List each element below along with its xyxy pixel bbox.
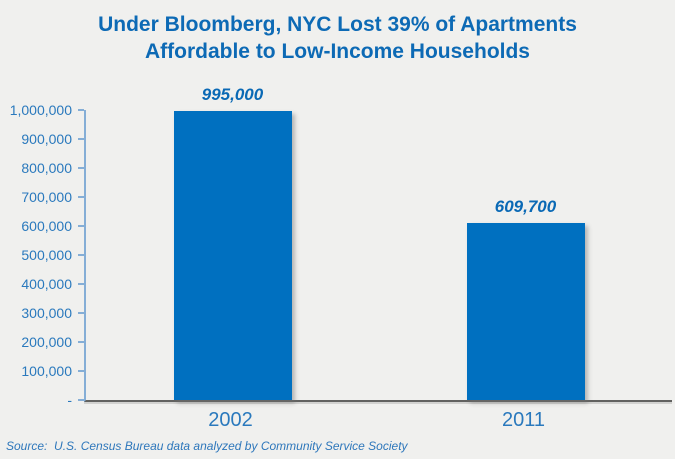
y-tick-label: 1,000,000 [9, 102, 72, 118]
y-tick-label: 500,000 [21, 247, 72, 263]
y-tick-mark [78, 225, 84, 227]
x-axis-shadow [84, 402, 672, 404]
y-tick-label: 700,000 [21, 189, 72, 205]
y-tick-label: 600,000 [21, 218, 72, 234]
y-tick-mark [78, 138, 84, 140]
chart-title-line-2: Affordable to Low-Income Households [144, 40, 530, 63]
y-tick-label: 300,000 [21, 305, 72, 321]
x-category-label: 2011 [501, 409, 545, 431]
y-tick-mark [78, 196, 84, 198]
bar-value-label: 609,700 [494, 197, 557, 217]
y-tick-label: - [67, 392, 72, 408]
y-tick-label: 100,000 [21, 363, 72, 379]
y-tick-label: 200,000 [21, 334, 72, 350]
chart-title-line-1: Under Bloomberg, NYC Lost 39% of Apartme… [98, 13, 577, 36]
y-tick-mark [78, 341, 84, 343]
y-tick-mark [78, 109, 84, 111]
y-tick-mark [78, 370, 84, 372]
y-tick-mark [78, 167, 84, 169]
y-tick-mark [78, 283, 84, 285]
bar-2011 [466, 223, 585, 400]
plot-area: - 100,000 200,000 300,000 400,000 500,000 600,… [10, 85, 672, 408]
y-tick-mark [78, 312, 84, 314]
y-tick-label: 400,000 [21, 276, 72, 292]
source-note: Source: U.S. Census Bureau data analyzed… [6, 439, 408, 453]
bar-value-label: 995,000 [201, 85, 264, 105]
y-tick-label: 900,000 [21, 131, 72, 147]
bar-2002 [173, 111, 292, 400]
x-category-label: 2002 [208, 409, 253, 431]
y-tick-mark [78, 399, 84, 401]
y-tick-mark [78, 254, 84, 256]
chart-title: Under Bloomberg, NYC Lost 39% of Apartme… [0, 11, 675, 65]
y-tick-label: 800,000 [21, 160, 72, 176]
